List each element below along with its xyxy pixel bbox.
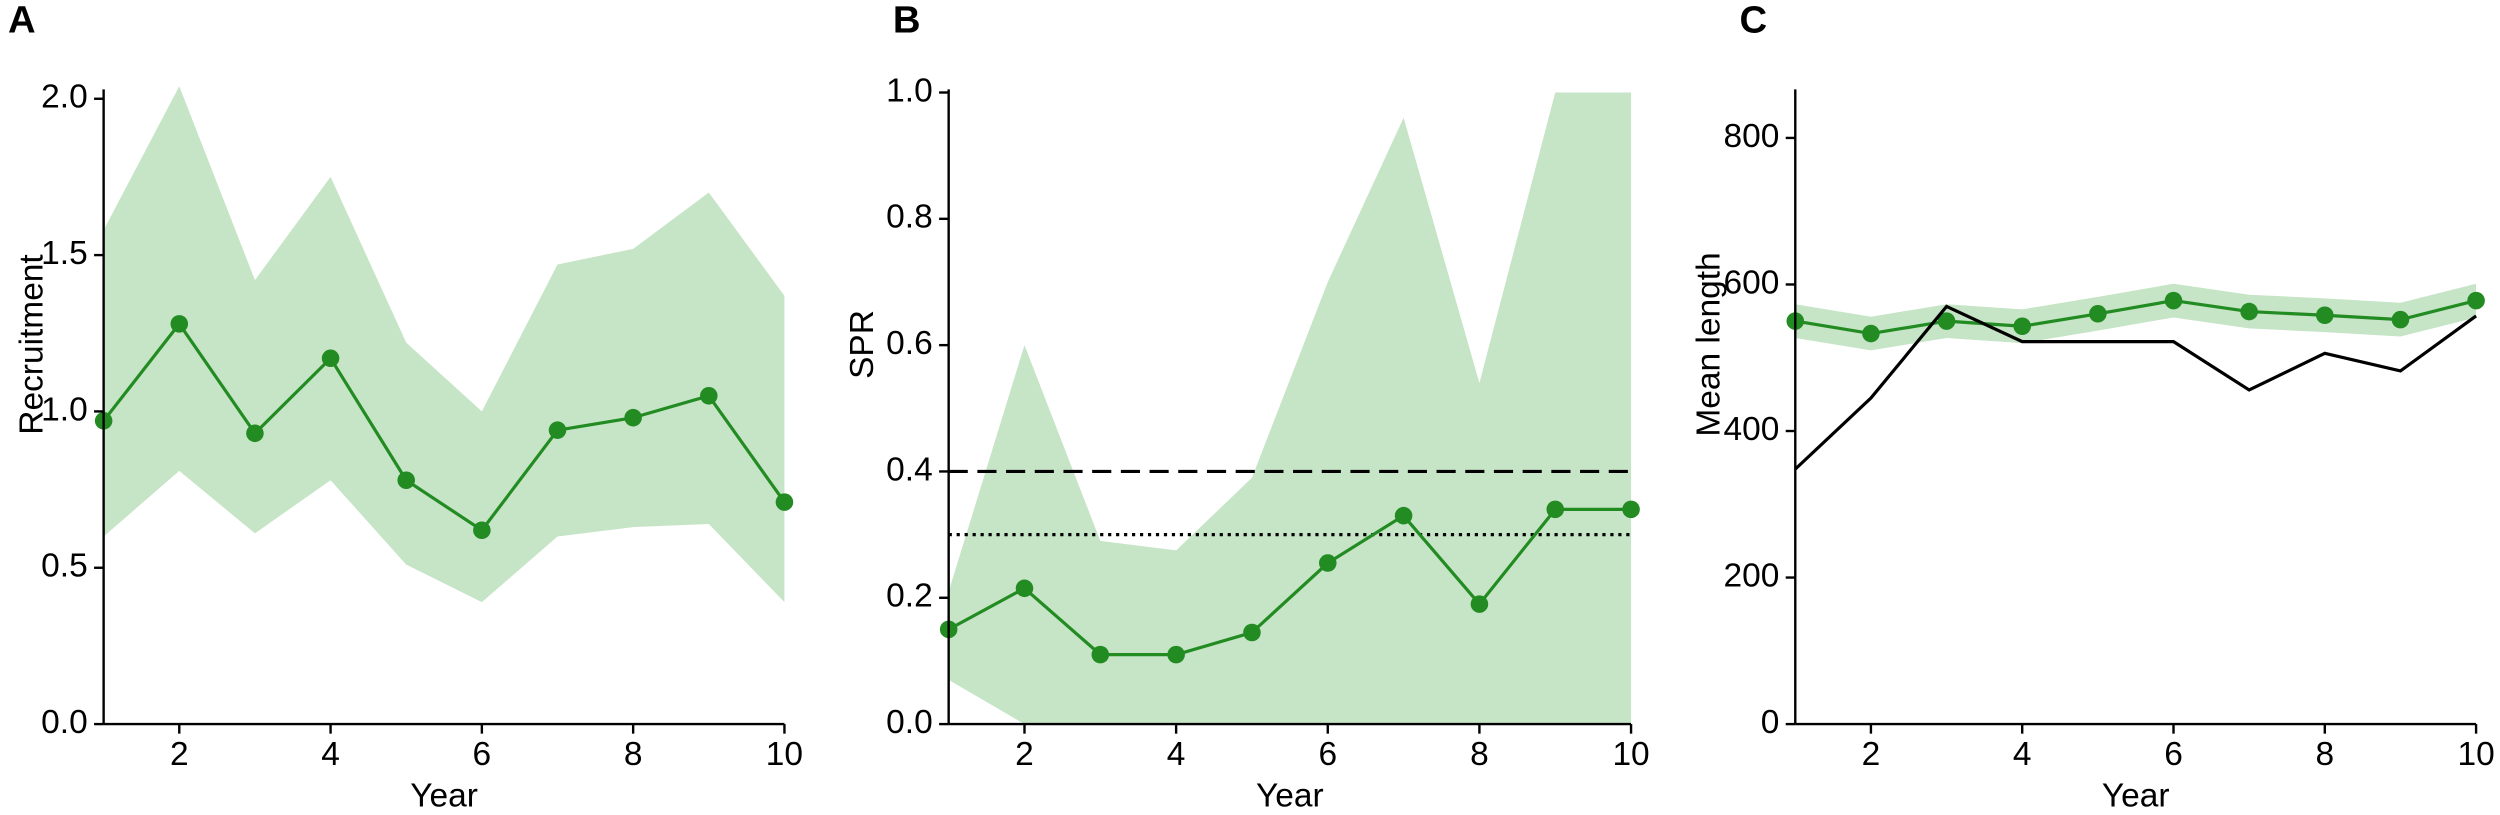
y-tick-label: 600 bbox=[1724, 264, 1780, 301]
x-tick-label: 4 bbox=[321, 736, 340, 773]
x-tick-label: 6 bbox=[473, 736, 492, 773]
y-tick-label: 0.2 bbox=[886, 578, 933, 615]
panel-label: A bbox=[8, 0, 36, 41]
series-line bbox=[1794, 304, 2478, 471]
confidence-band bbox=[103, 86, 785, 603]
x-tick-label: 4 bbox=[1167, 736, 1186, 773]
y-tick-label: 2.0 bbox=[41, 79, 88, 116]
y-tick-label: 400 bbox=[1724, 411, 1780, 448]
data-point bbox=[775, 493, 794, 511]
data-point bbox=[2391, 310, 2410, 329]
series-line bbox=[947, 507, 1632, 657]
data-point bbox=[2089, 305, 2107, 323]
data-point bbox=[1394, 506, 1413, 525]
x-tick-label: 8 bbox=[2315, 736, 2334, 773]
y-axis-label: Recruitment bbox=[13, 254, 50, 435]
data-point bbox=[1091, 645, 1110, 664]
data-point bbox=[2013, 317, 2031, 336]
data-point bbox=[1319, 554, 1337, 572]
data-point bbox=[1862, 324, 1880, 343]
x-tick-label: 6 bbox=[2164, 736, 2183, 773]
y-tick-label: 0.4 bbox=[886, 451, 933, 488]
x-tick-label: 8 bbox=[624, 736, 643, 773]
x-tick-label: 2 bbox=[1015, 736, 1034, 773]
data-point bbox=[246, 424, 264, 443]
y-tick-label: 1.0 bbox=[886, 72, 933, 109]
data-point bbox=[2467, 291, 2485, 310]
data-point bbox=[700, 387, 718, 405]
y-tick-label: 800 bbox=[1724, 118, 1780, 155]
x-tick-label: 8 bbox=[1470, 736, 1489, 773]
data-point bbox=[1546, 500, 1565, 519]
data-point bbox=[1470, 595, 1489, 613]
series-line bbox=[102, 321, 786, 533]
x-tick-label: 6 bbox=[1318, 736, 1337, 773]
data-point bbox=[1167, 645, 1185, 664]
data-point bbox=[2240, 302, 2258, 321]
y-tick-label: 200 bbox=[1724, 557, 1780, 594]
x-tick-label: 2 bbox=[170, 736, 189, 773]
y-tick-label: 0.5 bbox=[41, 548, 88, 585]
y-axis-label: SPR bbox=[844, 310, 881, 379]
x-axis-label: Year bbox=[2102, 777, 2170, 814]
panel-label: B bbox=[893, 0, 921, 41]
x-tick-label: 10 bbox=[766, 736, 803, 773]
y-tick-label: 1.0 bbox=[41, 391, 88, 428]
y-tick-label: 0.0 bbox=[886, 704, 933, 741]
confidence-band bbox=[948, 92, 1632, 725]
y-tick-label: 0.8 bbox=[886, 199, 933, 236]
data-point bbox=[170, 315, 189, 333]
y-tick-label: 0 bbox=[1761, 704, 1780, 741]
data-point bbox=[624, 408, 642, 427]
x-tick-label: 10 bbox=[1612, 736, 1649, 773]
data-point bbox=[321, 349, 340, 368]
series-line bbox=[1795, 298, 2477, 336]
y-axis-label: Mean length bbox=[1691, 252, 1728, 436]
x-axis-label: Year bbox=[410, 777, 478, 814]
data-point bbox=[1015, 579, 1034, 598]
data-point bbox=[1937, 312, 1956, 330]
y-tick-label: 0.0 bbox=[41, 704, 88, 741]
y-tick-label: 0.6 bbox=[886, 325, 933, 362]
data-point bbox=[473, 521, 491, 540]
x-tick-label: 10 bbox=[2457, 736, 2494, 773]
data-point bbox=[397, 471, 415, 489]
x-axis-label: Year bbox=[1256, 777, 1324, 814]
data-point bbox=[1622, 500, 1640, 519]
x-tick-label: 4 bbox=[2013, 736, 2032, 773]
panel-label: C bbox=[1739, 0, 1767, 41]
data-point bbox=[2316, 306, 2334, 325]
data-point bbox=[2164, 291, 2183, 310]
x-tick-label: 2 bbox=[1862, 736, 1881, 773]
data-point bbox=[548, 421, 567, 439]
y-tick-label: 1.5 bbox=[41, 235, 88, 272]
confidence-band bbox=[1795, 283, 2477, 351]
data-point bbox=[1243, 623, 1261, 642]
